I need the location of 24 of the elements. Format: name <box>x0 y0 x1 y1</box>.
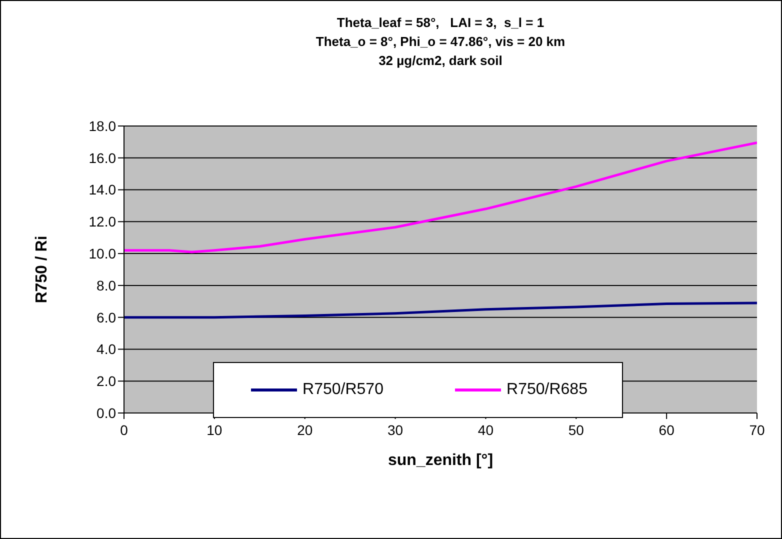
legend-label: R750/R570 <box>302 381 384 399</box>
y-tick-label: 10.0 <box>88 246 116 262</box>
y-tick-label: 18.0 <box>88 118 116 134</box>
y-tick-label: 6.0 <box>96 309 116 326</box>
x-tick-label: 70 <box>749 422 765 438</box>
y-axis-title: R750 / Ri <box>34 236 51 304</box>
y-tick-label: 12.0 <box>88 214 116 230</box>
chart-subtitle: Theta_o = 8°, Phi_o = 47.86°, vis = 20 km 32 µg/cm2, dark soil <box>314 33 566 70</box>
x-tick-label: 40 <box>478 422 494 438</box>
y-tick-label: 0.0 <box>96 404 116 421</box>
y-tick-label: 8.0 <box>96 277 116 294</box>
y-tick-label: 14.0 <box>88 182 116 198</box>
x-tick-label: 30 <box>387 422 404 438</box>
x-tick-label: 60 <box>658 422 675 438</box>
x-tick-label: 50 <box>568 422 584 438</box>
x-tick-label: 10 <box>206 422 222 438</box>
y-tick-label: 2.0 <box>96 373 116 390</box>
y-tick-label: 16.0 <box>88 150 116 166</box>
y-tick-label: 4.0 <box>96 341 116 358</box>
x-tick-label: 0 <box>120 422 128 438</box>
x-tick-label: 20 <box>297 422 313 438</box>
legend-label: R750/R685 <box>506 381 588 399</box>
x-axis-title: sun_zenith [°] <box>388 452 494 469</box>
chart-title: Theta_leaf = 58°, LAI = 3, s_l = 1 <box>336 14 546 32</box>
